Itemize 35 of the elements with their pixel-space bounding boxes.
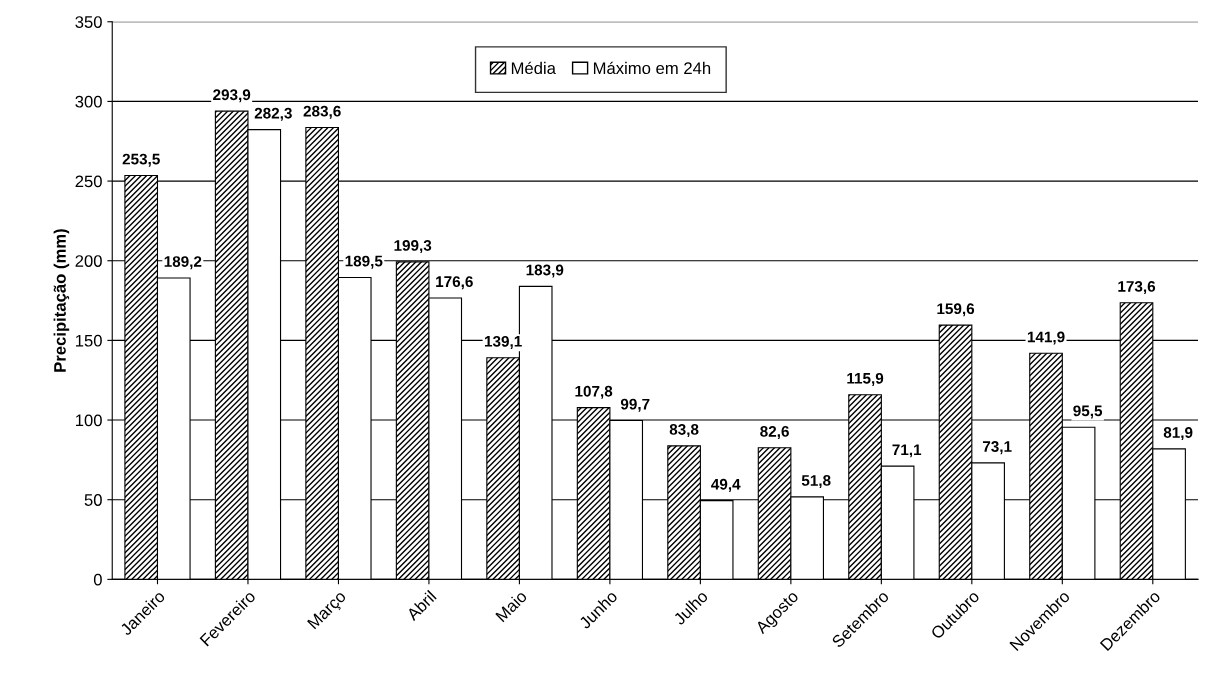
y-tick-label: 250 bbox=[75, 175, 102, 188]
data-label: 71,1 bbox=[892, 444, 922, 458]
data-label: 95,5 bbox=[1073, 405, 1103, 419]
data-label: 253,5 bbox=[122, 153, 160, 167]
legend-label: Média bbox=[511, 61, 556, 75]
y-tick-label: 150 bbox=[75, 334, 102, 347]
data-label: 82,6 bbox=[760, 425, 789, 439]
y-axis-title: Precipitação (mm) bbox=[53, 229, 70, 372]
y-tick-label: 100 bbox=[75, 414, 102, 427]
data-label: 183,9 bbox=[526, 264, 564, 278]
data-label: 139,1 bbox=[484, 335, 522, 349]
data-label: 81,9 bbox=[1163, 427, 1193, 441]
data-label: 49,4 bbox=[711, 478, 741, 492]
data-label: 282,3 bbox=[254, 107, 292, 121]
data-label: 141,9 bbox=[1027, 331, 1065, 345]
data-label: 173,6 bbox=[1118, 280, 1156, 295]
data-label: 107,8 bbox=[575, 385, 613, 399]
data-label: 159,6 bbox=[937, 303, 975, 317]
data-label: 199,3 bbox=[394, 240, 432, 254]
data-label: 115,9 bbox=[847, 372, 884, 386]
y-tick-label: 50 bbox=[84, 494, 102, 506]
y-tick-label: 0 bbox=[93, 573, 102, 586]
data-label: 51,8 bbox=[801, 475, 831, 489]
data-label: 189,2 bbox=[164, 256, 202, 270]
data-label: 189,5 bbox=[345, 255, 383, 269]
data-label: 73,1 bbox=[982, 441, 1012, 455]
data-label: 293,9 bbox=[213, 89, 251, 103]
data-label: 283,6 bbox=[303, 105, 341, 119]
legend-label: Máximo em 24h bbox=[593, 61, 711, 75]
data-label: 99,7 bbox=[620, 398, 650, 412]
y-tick-label: 300 bbox=[75, 95, 102, 108]
y-tick-label: 200 bbox=[75, 255, 102, 267]
data-label: 83,8 bbox=[669, 424, 699, 438]
data-label: 176,6 bbox=[436, 276, 473, 290]
y-tick-label: 350 bbox=[75, 16, 102, 28]
